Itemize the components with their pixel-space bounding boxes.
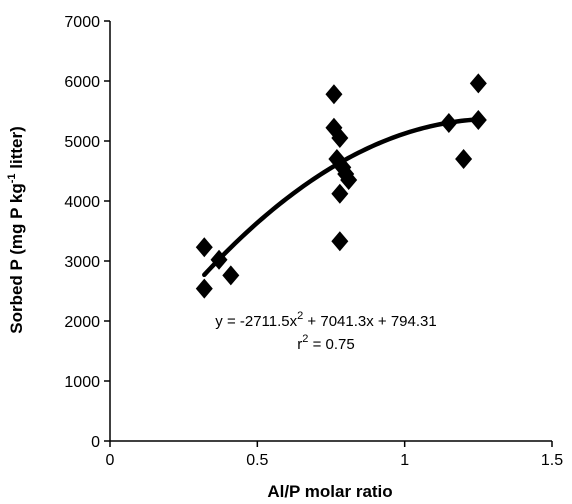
- data-point: [331, 128, 349, 148]
- y-tick-label: 0: [91, 434, 100, 451]
- y-tick-label: 4000: [64, 194, 100, 211]
- data-point: [210, 249, 228, 270]
- y-tick-label: 2000: [64, 314, 100, 331]
- data-point: [440, 113, 458, 133]
- y-tick-label: 1000: [64, 374, 100, 391]
- y-tick-label: 7000: [64, 14, 100, 31]
- x-tick-label: 0.5: [246, 452, 268, 469]
- y-tick-label: 6000: [64, 74, 100, 91]
- equation-label: y = -2711.5x2 + 7041.3x + 794.31: [215, 310, 436, 330]
- data-points: [195, 73, 487, 299]
- x-axis-label: Al/P molar ratio: [267, 482, 392, 501]
- y-axis-label: Sorbed P (mg P kg-1 litter): [6, 126, 26, 334]
- data-point: [222, 265, 240, 286]
- y-tick-label: 3000: [64, 254, 100, 271]
- x-tick-label: 1.5: [541, 452, 563, 469]
- y-axis-ticks: 0 1000 2000 3000 4000 5000 6000 7000: [64, 14, 110, 451]
- x-tick-label: 0: [106, 452, 115, 469]
- data-point: [340, 170, 358, 190]
- data-point: [325, 84, 343, 105]
- data-point: [331, 183, 349, 204]
- data-point: [455, 149, 473, 169]
- data-point: [331, 231, 349, 252]
- data-point: [469, 73, 487, 94]
- r-squared-label: r2 = 0.75: [297, 333, 354, 353]
- data-point: [469, 110, 487, 130]
- data-point: [195, 278, 213, 299]
- y-tick-label: 5000: [64, 134, 100, 151]
- x-axis-ticks: 0 0.5 1 1.5: [106, 441, 563, 469]
- data-point: [195, 237, 213, 258]
- x-tick-label: 1: [400, 452, 409, 469]
